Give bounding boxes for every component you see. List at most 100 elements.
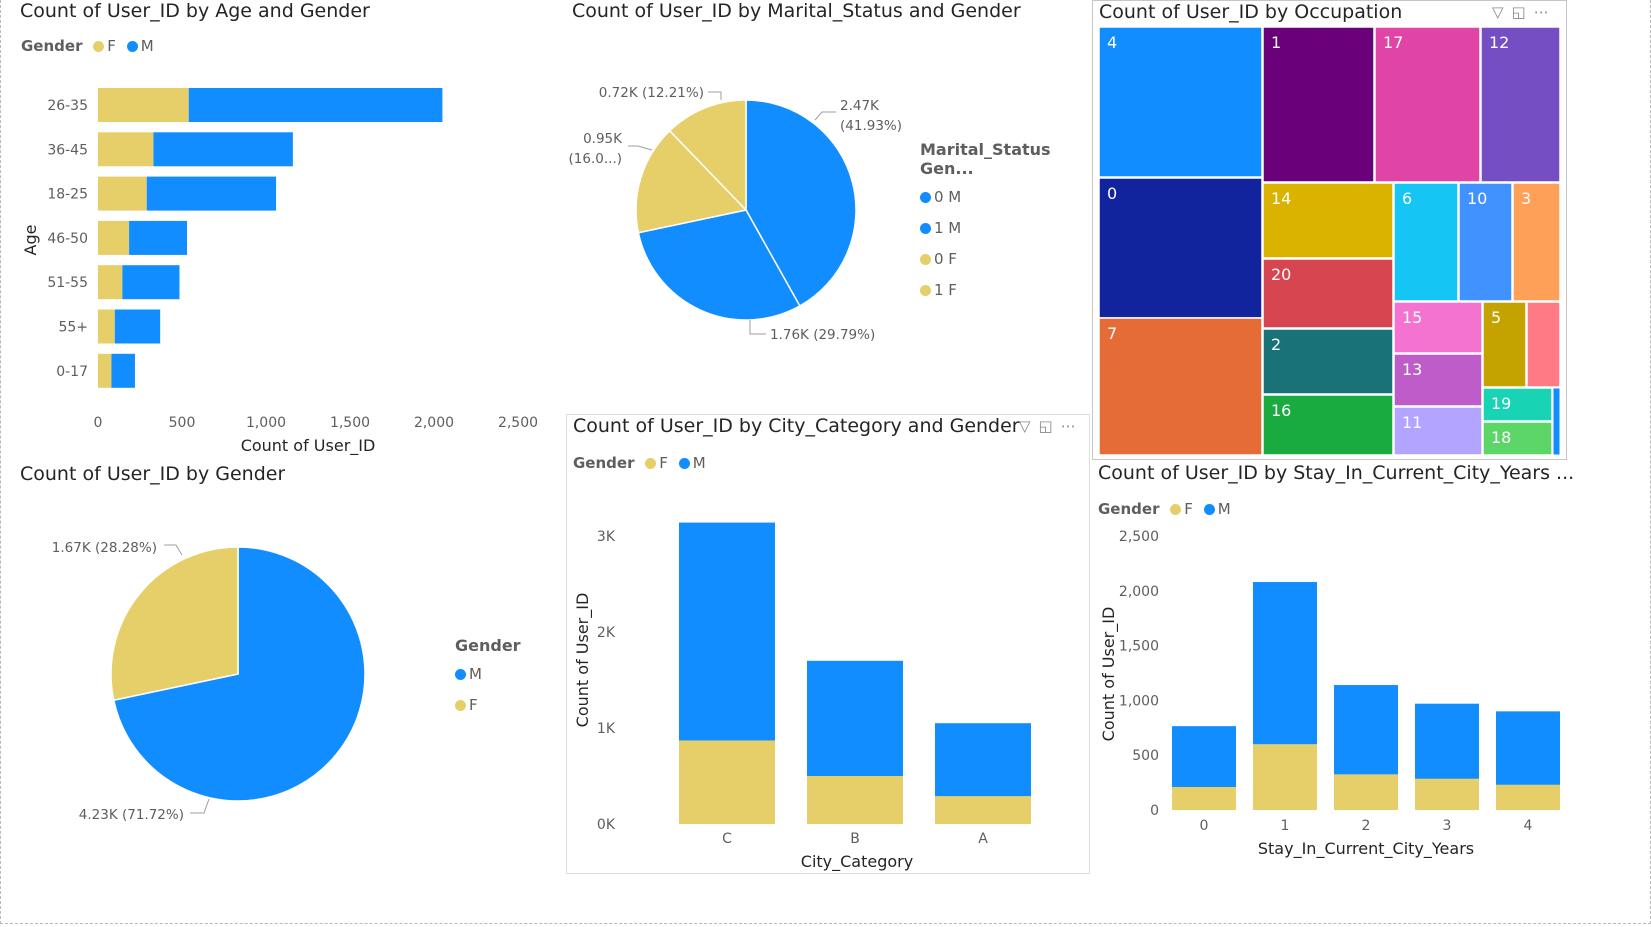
data-label-m: 4.23K (71.72%) — [79, 807, 184, 823]
leader-line — [628, 145, 653, 151]
more-options-icon[interactable]: ⋯ — [1533, 3, 1557, 21]
bar-m-C — [679, 522, 775, 741]
bar-f-0-17 — [98, 353, 112, 388]
legend-dot — [920, 223, 931, 234]
y-tick-label: 26-35 — [47, 98, 88, 114]
treemap-label-7: 7 — [1107, 324, 1117, 343]
more-options-icon[interactable]: ⋯ — [1060, 417, 1084, 435]
x-tick-label: 2,500 — [498, 415, 538, 431]
legend-title: Gender — [455, 636, 521, 655]
legend-label: 1 M — [934, 219, 962, 237]
treemap-tile-17 — [1374, 26, 1481, 183]
y-tick-label: 0 — [1150, 803, 1159, 819]
x-tick-label: 4 — [1524, 818, 1533, 834]
bar-f-A — [935, 796, 1031, 824]
legend-item-m[interactable]: M — [678, 454, 706, 472]
treemap-tile-18 — [1482, 421, 1553, 456]
legend-item-f[interactable]: F — [93, 37, 116, 55]
legend-item-0f[interactable]: 0 F — [920, 250, 1090, 268]
legend-label-m: M — [1217, 500, 1231, 518]
legend-item-0m[interactable]: 0 M — [920, 188, 1090, 206]
gender-pie-svg: 4.23K (71.72%) 1.67K (28.28%) — [52, 540, 366, 823]
bar-m-A — [935, 723, 1031, 797]
data-label-f: 1.67K (28.28%) — [52, 540, 157, 556]
age-gender-visual[interactable]: Count of User_ID by Age and Gender Gende… — [14, 0, 560, 462]
legend-label: F — [469, 696, 478, 714]
treemap-tile-11 — [1393, 406, 1483, 456]
treemap-tile-13 — [1393, 353, 1483, 407]
legend-item-f[interactable]: F — [455, 696, 521, 714]
legend-dot-f — [645, 458, 657, 469]
y-tick-label: 2,000 — [1119, 584, 1159, 600]
data-label-0f-percent: (16.0...) — [569, 151, 622, 167]
legend-title: Gender — [21, 37, 83, 55]
treemap-label-11: 11 — [1402, 413, 1422, 432]
filter-icon[interactable]: ▽ — [1492, 3, 1512, 21]
age-chart-svg: 26-35 36-45 18-25 46-50 51-55 55+ 0-17 0 500 1,00… — [21, 88, 538, 456]
filter-icon[interactable]: ▽ — [1019, 417, 1039, 435]
legend-item-f[interactable]: F — [645, 454, 668, 472]
treemap-tile-15 — [1393, 301, 1483, 354]
legend-item-1m[interactable]: 1 M — [920, 219, 1090, 237]
bar-m-18-25 — [146, 176, 277, 211]
x-tick-label: B — [850, 831, 860, 847]
x-tick-label: 1 — [1281, 818, 1290, 834]
legend-item-m[interactable]: M — [126, 37, 154, 55]
focus-mode-icon[interactable]: ◱ — [1511, 3, 1534, 21]
treemap-tile-10 — [1458, 182, 1513, 302]
legend-item-1f[interactable]: 1 F — [920, 281, 1090, 299]
legend-label-f: F — [107, 37, 116, 55]
legend-label-f: F — [1184, 500, 1193, 518]
marital-slice-0-m — [745, 99, 857, 307]
legend-dot-f — [93, 41, 105, 52]
x-tick-label: 2,000 — [414, 415, 454, 431]
treemap-tile-3 — [1512, 182, 1561, 302]
legend-item-m[interactable]: M — [1203, 500, 1231, 518]
legend: Marital_Status Gen... 0 M 1 M 0 F 1 F — [920, 140, 1090, 312]
treemap-label-5: 5 — [1491, 308, 1501, 327]
y-tick-label: 46-50 — [47, 231, 88, 247]
treemap-label-0: 0 — [1107, 184, 1117, 203]
bar-m-0-17 — [111, 353, 135, 388]
legend: Gender M F — [455, 636, 521, 727]
legend-title: Marital_Status Gen... — [920, 140, 1051, 178]
treemap-label-1: 1 — [1271, 33, 1281, 52]
bar-m-0 — [1172, 726, 1236, 787]
occupation-treemap-svg: 4 0 7 1 17 12 14 20 2 16 6 10 3 15 13 11 5 19 18 — [1098, 26, 1561, 456]
legend-item-m[interactable]: M — [455, 665, 521, 683]
city-gender-visual[interactable]: Count of User_ID by City_Category and Ge… — [566, 414, 1090, 874]
x-tick-label: 1,500 — [330, 415, 370, 431]
treemap-tile-6 — [1393, 182, 1459, 302]
legend-label-m: M — [140, 37, 154, 55]
marital-slice-0-f — [635, 129, 748, 234]
treemap-label-14: 14 — [1271, 189, 1291, 208]
focus-mode-icon[interactable]: ◱ — [1038, 417, 1061, 435]
legend: Gender F M — [1098, 500, 1237, 518]
legend-label: 0 M — [934, 188, 962, 206]
legend-label: 1 F — [934, 281, 957, 299]
marital-gender-visual[interactable]: Count of User_ID by Marital_Status and G… — [566, 0, 1090, 408]
legend-title: Gender — [1098, 500, 1160, 518]
treemap-tile-19 — [1482, 387, 1553, 422]
legend-label: M — [469, 665, 482, 683]
x-tick-label: 0 — [1200, 818, 1209, 834]
bar-m-55+ — [114, 309, 161, 344]
data-label-1f: 0.72K (12.21%) — [599, 85, 704, 101]
x-tick-label: C — [722, 831, 732, 847]
stay-years-visual[interactable]: Count of User_ID by Stay_In_Current_City… — [1092, 462, 1574, 874]
y-tick-label: 2,500 — [1119, 529, 1159, 545]
y-tick-label: 1,500 — [1119, 639, 1159, 655]
legend-dot — [455, 669, 466, 680]
bar-f-26-35 — [98, 88, 189, 122]
legend-title: Gender — [573, 454, 635, 472]
legend-dot-m — [126, 41, 138, 52]
legend-dot — [920, 254, 931, 265]
treemap-tile-unlabeled — [1552, 387, 1561, 456]
treemap-tile-0 — [1098, 177, 1263, 319]
bar-f-4 — [1496, 784, 1560, 810]
gender-visual[interactable]: Count of User_ID by Gender 4.23K (71.72%… — [14, 463, 560, 873]
legend-item-f[interactable]: F — [1170, 500, 1193, 518]
treemap-label-10: 10 — [1467, 189, 1487, 208]
treemap-label-18: 18 — [1491, 428, 1511, 447]
